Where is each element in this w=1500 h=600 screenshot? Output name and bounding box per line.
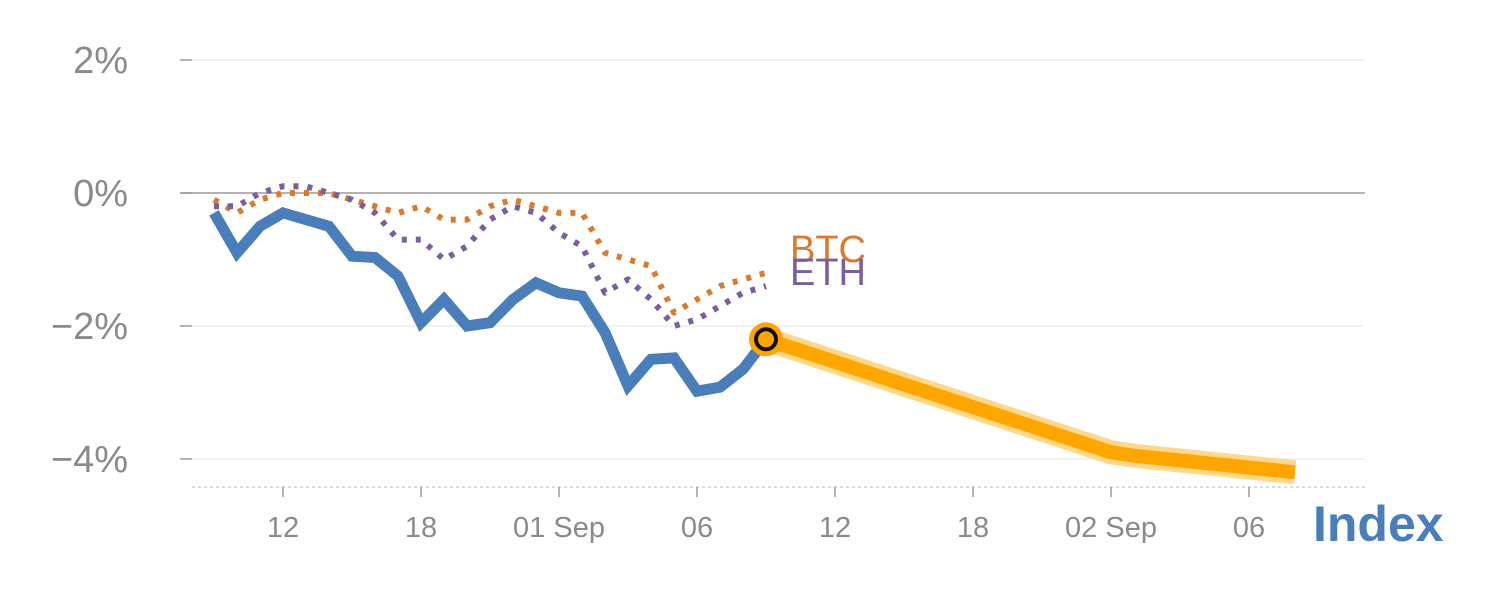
x-axis: 12 18 01 Sep 06 12 18 02 Sep 06 — [192, 486, 1365, 544]
btc-series-label: BTC — [790, 229, 866, 271]
current-value-marker — [754, 327, 778, 352]
eth-series-label: ETH — [790, 252, 866, 294]
y-tick-label: 0% — [73, 173, 128, 215]
x-tick-label: 01 Sep — [513, 512, 605, 544]
y-tick-label: −4% — [51, 439, 128, 481]
y-axis: 2% 0% −2% −4% — [51, 40, 192, 481]
index-series-label: Index — [1313, 496, 1444, 552]
x-tick-label: 18 — [957, 512, 989, 544]
x-tick-label: 06 — [1233, 512, 1265, 544]
btc-line — [212, 190, 767, 316]
x-tick-label: 18 — [405, 512, 437, 544]
series-labels: BTC ETH Index — [790, 229, 1444, 552]
x-tick-label: 12 — [267, 512, 299, 544]
x-tick-label: 12 — [819, 512, 851, 544]
x-tick-label: 06 — [681, 512, 713, 544]
projection-line — [763, 332, 1296, 480]
x-tick-label: 02 Sep — [1065, 512, 1157, 544]
y-tick-label: 2% — [73, 40, 128, 82]
series-lines — [209, 183, 1297, 485]
index-line — [209, 206, 771, 398]
y-tick-label: −2% — [51, 306, 128, 348]
